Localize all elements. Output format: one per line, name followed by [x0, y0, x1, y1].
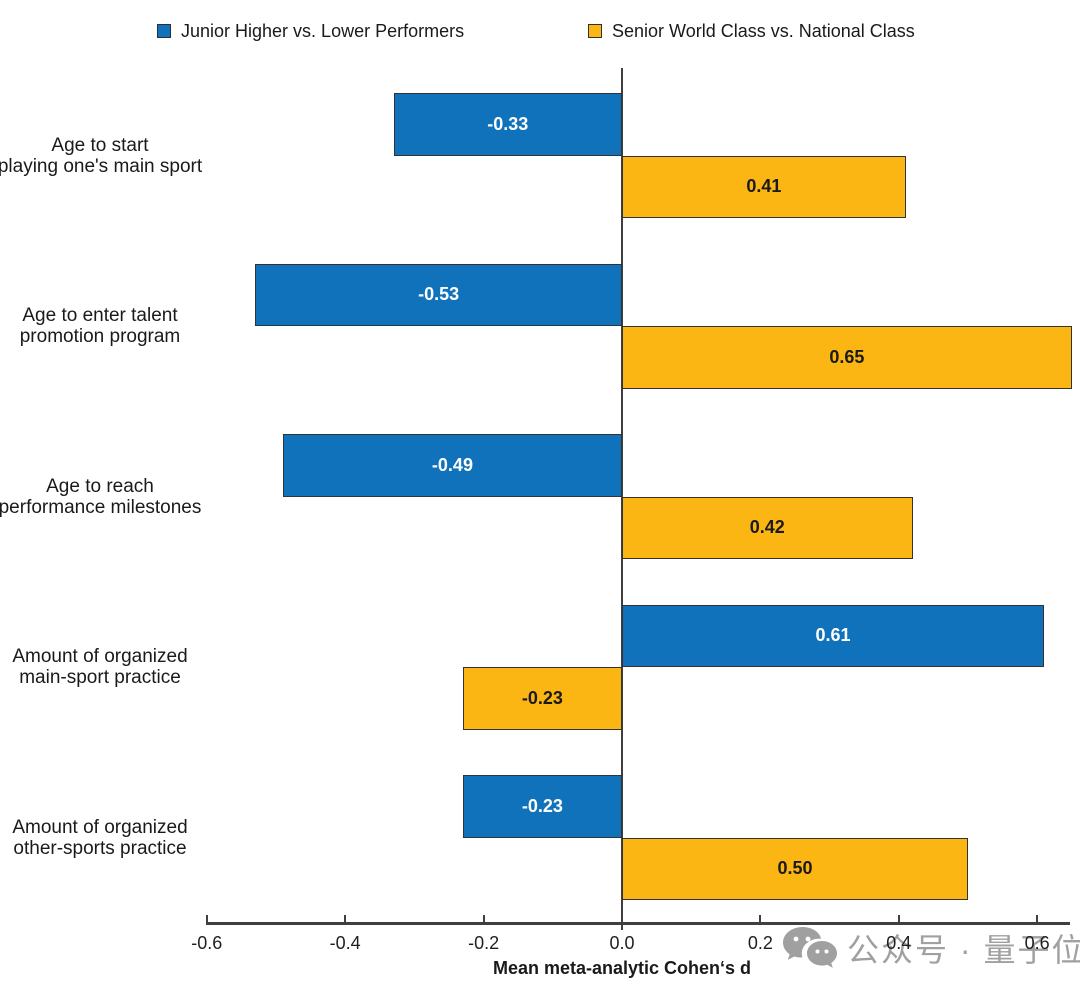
x-tick-mark: [759, 915, 762, 924]
x-axis-line: [206, 922, 1070, 925]
bar-senior-4: 0.50: [622, 837, 968, 900]
x-tick-label: 0.4: [886, 933, 912, 953]
x-tick-label: -0.2: [468, 933, 500, 953]
category-label-line: other-sports practice: [13, 837, 187, 859]
legend-label: Junior Higher vs. Lower Performers: [181, 20, 465, 41]
bar-value-label: 0.41: [746, 176, 782, 197]
x-tick-mark: [1036, 915, 1039, 924]
category-label-line: Age to start: [51, 134, 149, 156]
bar-value-label: 0.50: [777, 858, 813, 879]
x-tick-mark: [621, 915, 623, 924]
x-tick-label: -0.4: [329, 933, 361, 953]
category-label-line: promotion program: [19, 326, 181, 347]
category-label-line: Amount of organized: [12, 816, 188, 838]
category-label-0: Age to start playing one's main sport: [0, 135, 210, 177]
x-tick-label: -0.6: [191, 933, 223, 953]
bar-value-label: 0.65: [829, 346, 865, 367]
bar-junior-4: -0.23: [462, 775, 622, 838]
x-tick-mark: [482, 915, 485, 924]
x-tick-label: 0.2: [747, 933, 773, 953]
bar-junior-3: 0.61: [622, 604, 1045, 667]
bar-junior-1: -0.53: [255, 263, 622, 326]
x-tick-label: 0.6: [1024, 933, 1050, 953]
bar-junior-2: -0.49: [282, 434, 622, 497]
category-label-line: Amount of organized: [12, 646, 188, 667]
bar-value-label: -0.23: [521, 687, 563, 708]
category-label-3: Amount of organized main-sport practice: [0, 646, 210, 688]
bar-senior-0: 0.41: [622, 155, 906, 218]
bar-senior-2: 0.42: [622, 496, 913, 559]
legend-label: Senior World Class vs. National Class: [612, 20, 915, 41]
bar-value-label: -0.33: [487, 113, 529, 134]
category-label-2: Age to reach performance milestones: [0, 476, 210, 518]
bar-value-label: -0.49: [431, 454, 473, 475]
bar-value-label: 0.42: [749, 517, 785, 538]
category-label-1: Age to enter talent promotion program: [0, 305, 210, 347]
watermark-text: 公众号 · 量子位: [847, 932, 1080, 968]
x-tick-mark: [897, 915, 900, 924]
wechat-icon: [783, 927, 837, 968]
bar-senior-1: 0.65: [622, 326, 1072, 389]
category-label-line: playing one's main sport: [0, 155, 203, 177]
legend-item-1: Senior World Class vs. National Class: [588, 20, 915, 41]
legend-item-0: Junior Higher vs. Lower Performers: [157, 20, 465, 41]
x-tick-label: 0.0: [609, 933, 635, 953]
category-label-line: Age to reach: [46, 475, 154, 497]
bar-value-label: -0.53: [418, 284, 460, 305]
x-axis-title: Mean meta-analytic Cohen‘s d: [492, 958, 752, 978]
bar-junior-0: -0.33: [393, 93, 622, 156]
category-label-line: performance milestones: [0, 496, 202, 518]
legend-swatch-icon: [157, 24, 171, 38]
bar-value-label: 0.61: [815, 625, 851, 646]
legend-swatch-icon: [588, 24, 602, 38]
category-label-4: Amount of organized other-sports practice: [0, 817, 210, 859]
category-label-line: main-sport practice: [19, 667, 181, 688]
bar-value-label: -0.23: [521, 795, 563, 816]
bar-senior-3: -0.23: [462, 667, 622, 730]
x-tick-mark: [205, 915, 208, 924]
category-label-line: Age to enter talent: [22, 305, 178, 326]
x-tick-mark: [344, 915, 347, 924]
watermark: 公众号 · 量子位: [781, 924, 1080, 972]
